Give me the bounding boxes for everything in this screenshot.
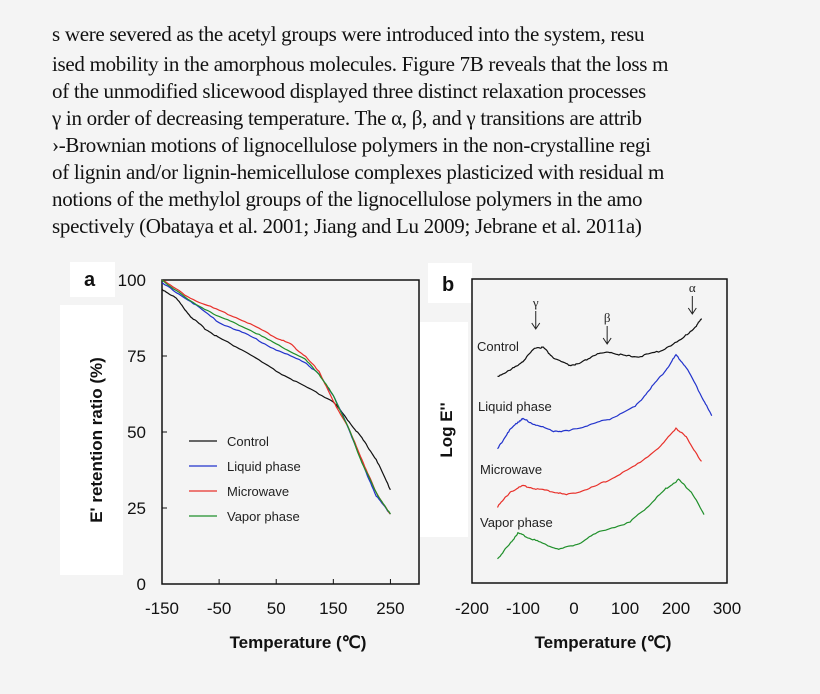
y-tick-label: 25 xyxy=(127,499,146,518)
x-tick-label: 200 xyxy=(662,599,690,618)
series-line-microwave xyxy=(161,279,391,515)
y-tick-label: 0 xyxy=(137,575,146,594)
y-axis-title: E' retention ratio (%) xyxy=(87,357,106,523)
text-line: ised mobility in the amorphous molecules… xyxy=(52,52,669,76)
y-tick-label: 75 xyxy=(127,347,146,366)
panel-label: a xyxy=(84,269,96,291)
series-line-microwave xyxy=(496,427,702,508)
chart-b: b Log E'' Temperature (℃) -200 -100 0 100 20… xyxy=(437,274,741,652)
plot-frame xyxy=(161,279,420,585)
text-line: of lignin and/or lignin-hemicellulose co… xyxy=(52,160,665,184)
x-tick-label: -100 xyxy=(506,599,540,618)
ylabel-bg xyxy=(420,322,468,537)
series-line-liquid-phase xyxy=(161,282,391,515)
x-tick-label: -200 xyxy=(455,599,489,618)
series-label: Vapor phase xyxy=(480,515,553,530)
series-line-vapor-phase xyxy=(161,279,391,515)
panel-label-bg xyxy=(428,263,472,303)
x-tick-label: 50 xyxy=(267,599,286,618)
paper-paragraph: s were severed as the acetyl groups were… xyxy=(52,26,762,248)
series-line-control xyxy=(161,288,391,491)
x-tick-label: -150 xyxy=(145,599,179,618)
series-label: Control xyxy=(477,339,519,354)
y-tick-label: 50 xyxy=(127,423,146,442)
x-tick-label: 250 xyxy=(376,599,404,618)
text-line: notions of the methylol groups of the li… xyxy=(52,187,643,211)
panel-label-bg xyxy=(70,262,115,297)
x-axis-title: Temperature (℃) xyxy=(535,633,672,652)
y-axis-title: Log E'' xyxy=(437,402,456,457)
series-label: Liquid phase xyxy=(478,399,552,414)
panel-label: b xyxy=(442,274,454,296)
ylabel-bg xyxy=(60,305,123,575)
series-label: Microwave xyxy=(480,462,542,477)
x-axis-title: Temperature (℃) xyxy=(230,633,367,652)
x-tick-label: 300 xyxy=(713,599,741,618)
down-arrow-icon xyxy=(531,311,541,330)
text-line: spectively (Obataya et al. 2001; Jiang a… xyxy=(52,214,642,238)
down-arrow-icon xyxy=(687,296,697,315)
series-line-liquid-phase xyxy=(497,353,713,450)
x-tick-label: 150 xyxy=(319,599,347,618)
chart-a: a E' retention ratio (%) Temperature (℃)… xyxy=(84,269,420,652)
text-line: γ in order of decreasing temperature. Th… xyxy=(52,106,642,130)
transition-label: β xyxy=(604,310,611,325)
text-line: of the unmodified slicewood displayed th… xyxy=(52,79,646,103)
series-line-control xyxy=(497,318,703,378)
down-arrow-icon xyxy=(602,326,612,345)
x-tick-label: 0 xyxy=(569,599,578,618)
x-tick-label: -50 xyxy=(207,599,232,618)
y-tick-label: 100 xyxy=(118,271,146,290)
x-tick-label: 100 xyxy=(611,599,639,618)
plot-frame xyxy=(471,278,728,584)
transition-label: α xyxy=(689,280,696,295)
legend-label: Vapor phase xyxy=(227,509,300,524)
transition-label: γ xyxy=(532,295,539,310)
text-line: s were severed as the acetyl groups were… xyxy=(52,26,645,46)
legend-label: Liquid phase xyxy=(227,459,301,474)
text-line: ›-Brownian motions of lignocellulose pol… xyxy=(52,133,651,157)
legend-label: Control xyxy=(227,434,269,449)
series-line-vapor-phase xyxy=(497,478,705,560)
legend-label: Microwave xyxy=(227,484,289,499)
